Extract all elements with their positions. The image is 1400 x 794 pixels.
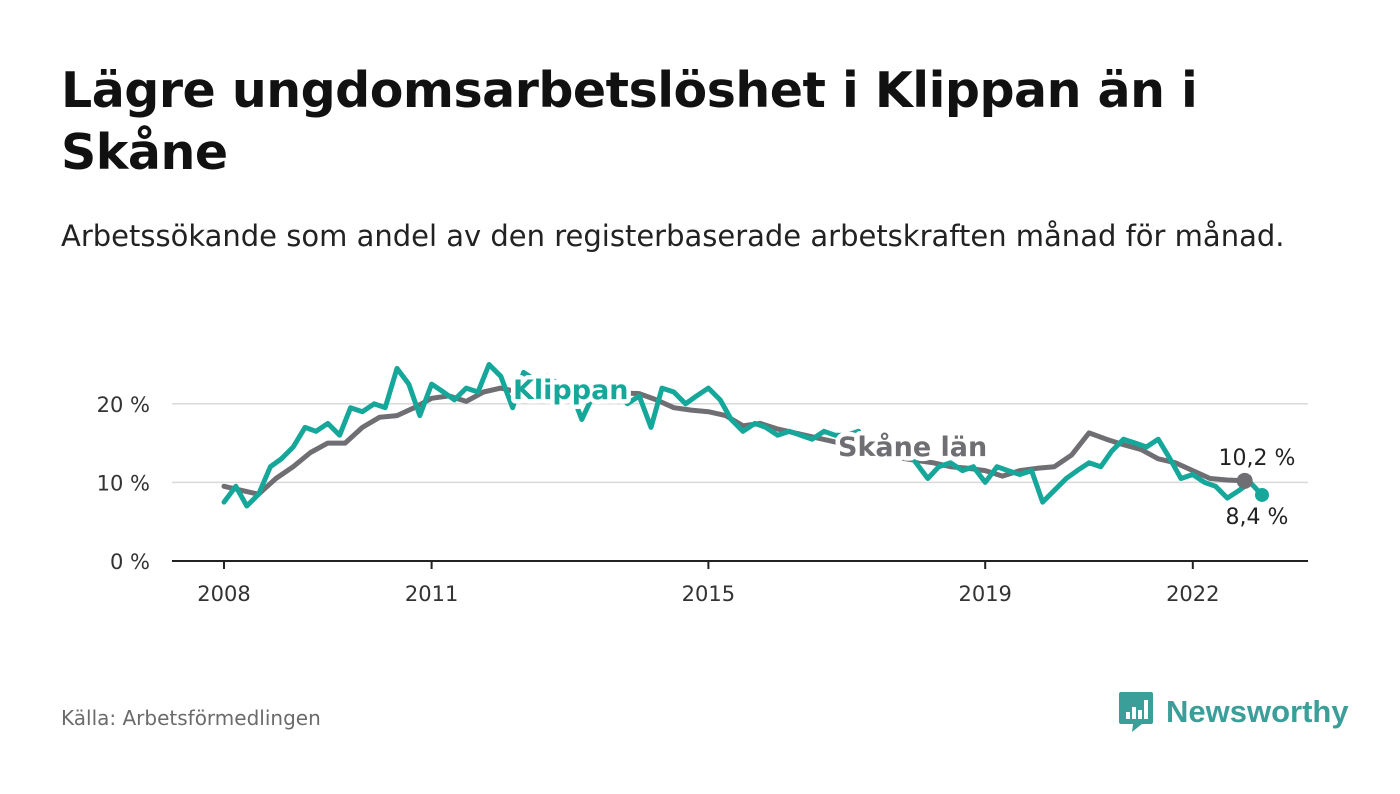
- series-line-sk-ne-l-n: [221, 385, 1248, 497]
- series-lines: [221, 362, 1269, 509]
- end-value-label: 8,4 %: [1226, 505, 1289, 530]
- series-label: Skåne län: [838, 431, 987, 463]
- x-tick-label: 2008: [197, 582, 250, 606]
- x-tick-label: 2015: [682, 582, 735, 606]
- series-end-marker: [1236, 472, 1253, 489]
- series-line-klippan: [221, 362, 1265, 509]
- newsworthy-logo-icon: [1119, 692, 1153, 732]
- chart-title: Lägre ungdomsarbetslöshet i Klippan än i…: [61, 62, 1198, 181]
- x-tick-label: 2011: [405, 582, 458, 606]
- end-value-label: 10,2 %: [1219, 446, 1296, 471]
- chart-subtitle: Arbetssökande som andel av den registerb…: [61, 219, 1285, 253]
- x-tick-label: 2022: [1166, 582, 1219, 606]
- series-label: Klippan: [513, 375, 629, 406]
- x-tick-label: 2019: [958, 582, 1011, 606]
- gridlines: [172, 403, 1308, 569]
- brand-logo[interactable]: Newsworthy: [1118, 690, 1349, 734]
- y-tick-label: 20 %: [97, 393, 150, 417]
- series-end-marker: [1255, 487, 1269, 502]
- y-tick-label: 0 %: [110, 550, 150, 574]
- y-tick-label: 10 %: [97, 471, 150, 495]
- source-note: Källa: Arbetsförmedlingen: [61, 706, 321, 730]
- labels: 0 % 10 % 20 % 2008 2011 2015 2019 2022 10,2 % 8,4…: [97, 371, 1296, 607]
- brand-name: Newsworthy: [1166, 694, 1349, 729]
